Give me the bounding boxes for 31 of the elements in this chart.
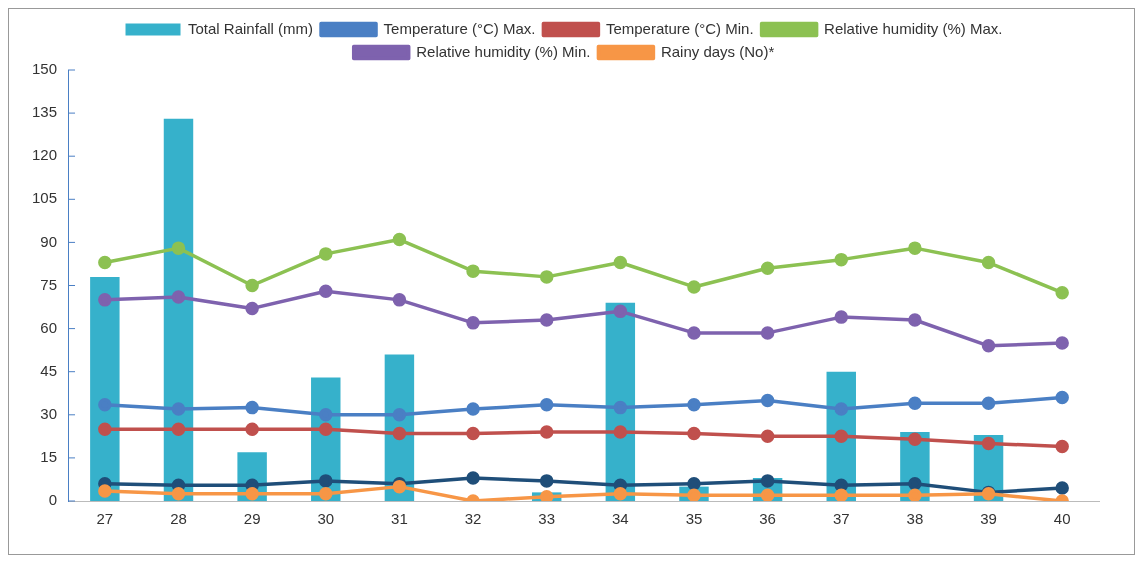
legend-label: Relative humidity (%) Max. — [824, 19, 1003, 37]
x-tick-label: 35 — [685, 510, 703, 528]
x-tick-label: 33 — [538, 510, 556, 528]
y-tick-label: 45 — [40, 361, 58, 379]
legend-label: Temperature (°C) Max. — [383, 19, 536, 37]
y-tick-label: 120 — [32, 146, 58, 164]
x-tick-label: 36 — [759, 510, 776, 528]
x-tick-label: 39 — [980, 510, 997, 528]
legend-label: Temperature (°C) Min. — [605, 19, 754, 37]
legend-label: Rainy days (No)* — [660, 42, 775, 60]
y-tick-label: 75 — [40, 275, 58, 293]
x-tick-label: 34 — [611, 510, 629, 528]
x-tick-label: 30 — [317, 510, 335, 528]
y-tick-label: 135 — [32, 103, 58, 121]
y-tick-label: 0 — [48, 491, 58, 509]
y-tick-label: 30 — [40, 404, 58, 422]
y-tick-label: 150 — [32, 60, 58, 78]
x-tick-label: 28 — [170, 510, 187, 528]
y-tick-label: 105 — [32, 189, 58, 207]
y-tick-label: 15 — [40, 448, 58, 466]
x-tick-label: 31 — [391, 510, 408, 528]
x-tick-label: 32 — [464, 510, 482, 528]
y-tick-label: 60 — [40, 318, 58, 336]
x-tick-label: 37 — [832, 510, 850, 528]
x-tick-label: 27 — [96, 510, 114, 528]
y-tick-label: 90 — [40, 232, 58, 250]
x-tick-label: 29 — [243, 510, 261, 528]
legend-label: Relative humidity (%) Min. — [416, 42, 591, 60]
x-tick-label: 38 — [906, 510, 924, 528]
legend-label: Total Rainfall (mm) — [188, 19, 314, 37]
x-tick-label: 40 — [1053, 510, 1071, 528]
